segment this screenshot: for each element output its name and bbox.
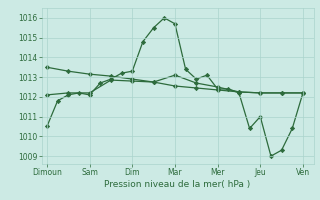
X-axis label: Pression niveau de la mer( hPa ): Pression niveau de la mer( hPa ) <box>104 180 251 189</box>
